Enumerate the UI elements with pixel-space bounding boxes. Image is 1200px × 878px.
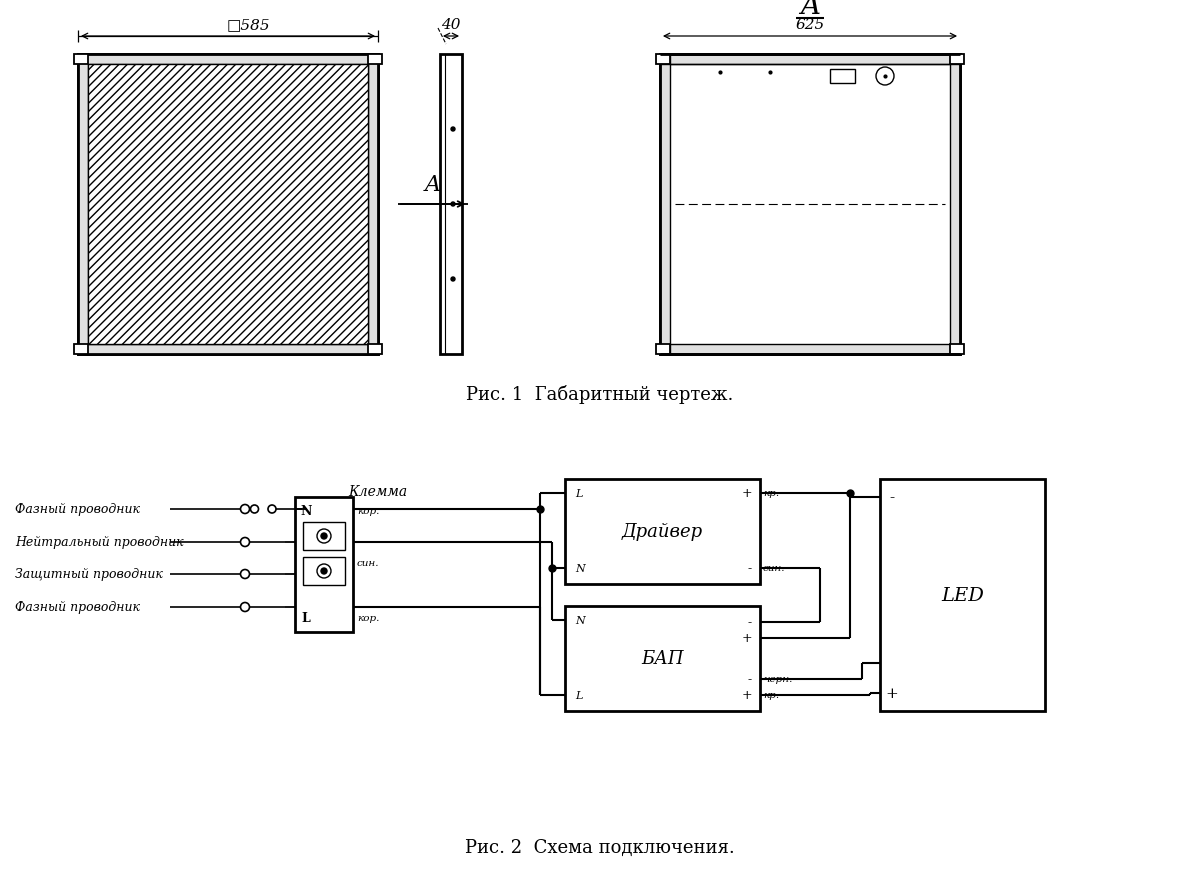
Bar	[565, 479, 760, 585]
Text: Клемма: Клемма	[348, 485, 408, 499]
Text: БАП: БАП	[641, 650, 684, 668]
Bar	[950, 55, 960, 355]
Bar	[88, 65, 368, 344]
Text: Фазный проводник: Фазный проводник	[16, 601, 140, 614]
Text: N: N	[575, 564, 584, 573]
Text: син.: син.	[358, 559, 379, 568]
Text: -: -	[748, 562, 752, 575]
Text: +: +	[742, 688, 752, 702]
Text: +: +	[742, 632, 752, 644]
Bar	[304, 522, 346, 551]
Text: □585: □585	[226, 18, 270, 32]
Bar	[660, 55, 960, 65]
Bar	[74, 55, 88, 65]
Bar	[368, 55, 378, 355]
Text: -: -	[889, 491, 894, 505]
Text: +: +	[886, 687, 899, 700]
Text: +: +	[742, 487, 752, 500]
Bar	[74, 344, 88, 355]
Circle shape	[451, 203, 455, 206]
Bar	[660, 55, 670, 355]
Bar	[304, 558, 346, 586]
Bar	[368, 344, 382, 355]
Bar	[295, 498, 353, 632]
Text: A: A	[425, 174, 442, 196]
Text: N: N	[575, 615, 584, 625]
Bar	[88, 65, 368, 344]
Circle shape	[451, 277, 455, 282]
Bar	[656, 55, 670, 65]
Circle shape	[451, 128, 455, 132]
Text: Фазный проводник: Фазный проводник	[16, 503, 140, 516]
Bar	[950, 55, 964, 65]
Circle shape	[322, 534, 328, 539]
Bar	[656, 344, 670, 355]
Bar	[660, 344, 960, 355]
Text: черн.: черн.	[763, 674, 792, 684]
Text: Рис. 2  Схема подключения.: Рис. 2 Схема подключения.	[466, 838, 734, 856]
Bar	[88, 65, 368, 344]
Bar	[950, 344, 964, 355]
Text: кр.: кр.	[763, 489, 779, 498]
Text: LED: LED	[941, 587, 984, 604]
Text: Нейтральный проводник: Нейтральный проводник	[16, 536, 184, 549]
Text: кор.: кор.	[358, 614, 379, 623]
Text: -: -	[748, 615, 752, 629]
Bar	[660, 55, 960, 355]
Text: Защитный проводник: Защитный проводник	[16, 568, 163, 581]
Bar	[830, 70, 856, 84]
Text: син.: син.	[763, 564, 786, 572]
Bar	[368, 55, 382, 65]
Text: Драйвер: Драйвер	[622, 523, 703, 541]
Bar	[88, 65, 368, 344]
Text: -: -	[748, 673, 752, 686]
Text: 40: 40	[442, 18, 461, 32]
Text: Рис. 1  Габаритный чертеж.: Рис. 1 Габаритный чертеж.	[467, 385, 733, 404]
Text: L: L	[301, 612, 311, 625]
Text: 625: 625	[796, 18, 824, 32]
Bar	[78, 55, 378, 355]
Text: кр.: кр.	[763, 691, 779, 700]
Bar	[565, 607, 760, 711]
Bar	[880, 479, 1045, 711]
Bar	[440, 55, 462, 355]
Bar	[78, 55, 88, 355]
Text: кор.: кор.	[358, 507, 379, 516]
Bar	[78, 55, 378, 65]
Text: A: A	[800, 0, 820, 20]
Text: L: L	[575, 488, 582, 499]
Bar	[660, 55, 960, 355]
Text: L: L	[575, 690, 582, 700]
Bar	[78, 344, 378, 355]
Bar	[78, 55, 378, 355]
Text: N: N	[300, 505, 312, 518]
Circle shape	[322, 568, 328, 574]
